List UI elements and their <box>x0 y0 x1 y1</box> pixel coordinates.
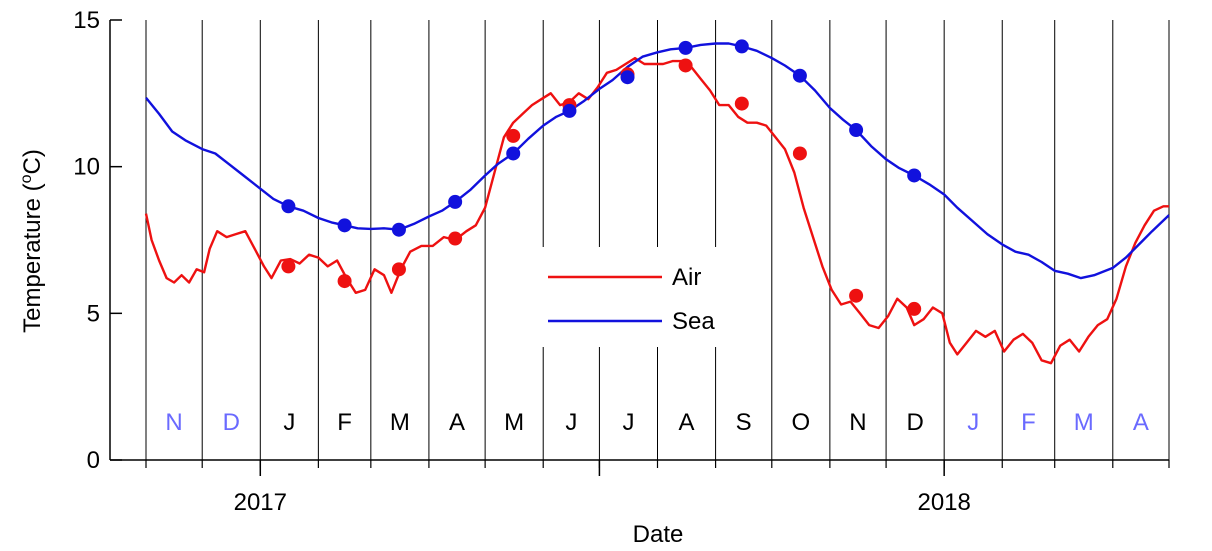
monthly-marker-air <box>337 274 352 289</box>
series-line-air <box>144 56 1169 365</box>
month-letter-a: A <box>679 409 695 436</box>
monthly-marker-sea <box>678 40 693 55</box>
legend-background <box>540 247 736 347</box>
series-lines <box>144 42 1170 365</box>
month-letter-a: A <box>1133 409 1149 436</box>
month-letter-d: D <box>223 409 240 436</box>
y-tick-label: 5 <box>87 300 100 327</box>
monthly-marker-sea <box>337 218 352 233</box>
monthly-marker-sea <box>391 222 406 237</box>
series-line-sea <box>145 42 1170 280</box>
year-label-2018: 2018 <box>917 489 970 516</box>
monthly-marker-air <box>907 301 922 316</box>
monthly-marker-sea <box>506 146 521 161</box>
legend-label-sea: Sea <box>672 308 715 335</box>
monthly-marker-sea <box>562 103 577 118</box>
month-letter-n: N <box>165 409 182 436</box>
month-letter-j: J <box>283 409 295 436</box>
month-letter-a: A <box>449 409 465 436</box>
month-letter-f: F <box>1021 409 1036 436</box>
monthly-marker-sea <box>448 194 463 209</box>
axes: 0 5 10 15 2017 2018 <box>73 7 1170 516</box>
month-letter-n: N <box>849 409 866 436</box>
monthly-marker-air <box>792 146 807 161</box>
monthly-marker-sea <box>849 123 864 137</box>
monthly-marker-sea <box>620 70 635 85</box>
y-tick-label: 15 <box>73 7 100 34</box>
month-letter-o: O <box>791 409 810 436</box>
monthly-marker-air <box>448 231 463 246</box>
y-tick-label: 10 <box>73 154 100 181</box>
y-axis-title-end: C) <box>19 149 46 174</box>
x-axis-title: Date <box>633 521 684 548</box>
legend-label-air: Air <box>672 264 701 291</box>
y-axis-title-start: Temperature ( <box>19 183 46 332</box>
month-letter-f: F <box>337 409 352 436</box>
legend: Air Sea <box>540 247 736 347</box>
y-axis-title: Temperature (oC) <box>18 149 46 333</box>
monthly-marker-air <box>734 96 749 111</box>
monthly-mean-markers <box>281 39 922 316</box>
monthly-marker-sea <box>792 68 807 83</box>
y-tick-label: 0 <box>87 447 100 474</box>
monthly-marker-sea <box>281 199 296 214</box>
month-letter-m: M <box>390 409 410 436</box>
monthly-marker-air <box>849 288 864 303</box>
month-letter-s: S <box>736 409 752 436</box>
month-letter-m: M <box>504 409 524 436</box>
month-letter-m: M <box>1074 409 1094 436</box>
month-letter-j: J <box>565 409 577 436</box>
monthly-marker-air <box>506 128 521 143</box>
y-axis-title-degree: o <box>18 174 35 183</box>
monthly-marker-air <box>281 259 296 274</box>
monthly-marker-sea <box>907 168 922 183</box>
month-letter-j: J <box>967 409 979 436</box>
year-label-2017: 2017 <box>234 489 287 516</box>
month-divider-lines <box>145 20 1170 460</box>
monthly-marker-sea <box>734 39 749 54</box>
monthly-marker-air <box>678 58 693 73</box>
month-letter-j: J <box>622 409 634 436</box>
monthly-marker-air <box>391 262 406 277</box>
month-letter-d: D <box>906 409 923 436</box>
